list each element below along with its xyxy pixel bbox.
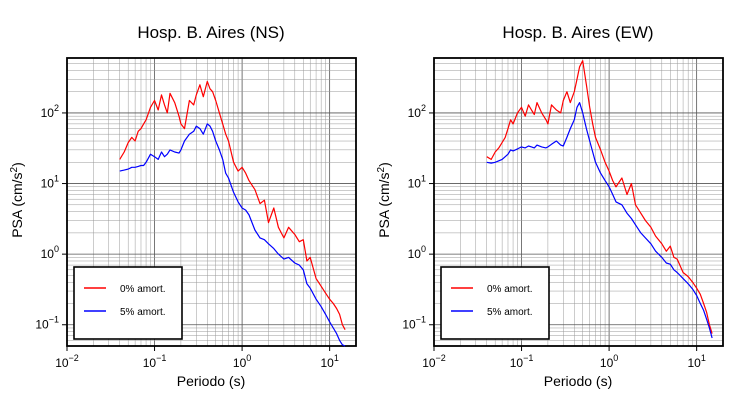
y-axis-label-close: ) bbox=[9, 162, 25, 167]
legend-label: 5% amort. bbox=[487, 307, 533, 318]
x-tick-label: 10−1 bbox=[510, 353, 534, 370]
y-tick-label: 102 bbox=[41, 103, 59, 120]
y-tick-label: 101 bbox=[41, 174, 59, 191]
legend-label: 0% amort. bbox=[487, 284, 533, 295]
x-tick-label: 10−1 bbox=[143, 353, 167, 370]
chart-title: Hosp. B. Aires (EW) bbox=[502, 23, 653, 42]
legend-label: 5% amort. bbox=[120, 307, 166, 318]
series-line-five-damping bbox=[119, 123, 346, 347]
chart-title: Hosp. B. Aires (NS) bbox=[137, 23, 284, 42]
x-tick-label: 100 bbox=[233, 353, 251, 370]
y-axis-label: PSA (cm/s2) bbox=[376, 162, 393, 238]
y-tick-label: 10−1 bbox=[35, 315, 59, 332]
chart-panel-ns: Hosp. B. Aires (NS) Periodo (s) PSA (cm/… bbox=[9, 23, 357, 389]
legend-box bbox=[440, 266, 550, 340]
x-tick-label: 101 bbox=[687, 353, 705, 370]
y-tick-label: 100 bbox=[408, 244, 426, 261]
y-axis-label: PSA (cm/s2) bbox=[9, 162, 26, 238]
y-tick-label: 102 bbox=[408, 103, 426, 120]
y-axis-label-main: PSA (cm/s bbox=[376, 172, 392, 237]
y-axis-label-close: ) bbox=[376, 162, 392, 167]
x-axis-label: Periodo (s) bbox=[544, 373, 612, 389]
y-tick-label: 100 bbox=[41, 244, 59, 261]
plot-frame bbox=[433, 57, 724, 347]
x-tick-label: 10−2 bbox=[422, 353, 446, 370]
y-tick-label: 10−1 bbox=[402, 315, 426, 332]
y-axis-label-superscript: 2 bbox=[376, 166, 387, 172]
legend-label: 0% amort. bbox=[120, 284, 166, 295]
series-line-zero-damping bbox=[486, 60, 713, 334]
y-axis-label-main: PSA (cm/s bbox=[9, 172, 25, 237]
x-axis-label: Periodo (s) bbox=[177, 373, 245, 389]
x-tick-label: 101 bbox=[320, 353, 338, 370]
x-tick-label: 10−2 bbox=[55, 353, 79, 370]
legend-box bbox=[73, 266, 183, 340]
plot-frame bbox=[66, 57, 357, 347]
series-line-five-damping bbox=[486, 101, 713, 339]
series-line-zero-damping bbox=[119, 80, 346, 330]
y-axis-label-superscript: 2 bbox=[9, 166, 20, 172]
y-tick-label: 101 bbox=[408, 174, 426, 191]
chart-panel-ew: Hosp. B. Aires (EW) Periodo (s) PSA (cm/… bbox=[376, 23, 724, 389]
x-tick-label: 100 bbox=[600, 353, 618, 370]
